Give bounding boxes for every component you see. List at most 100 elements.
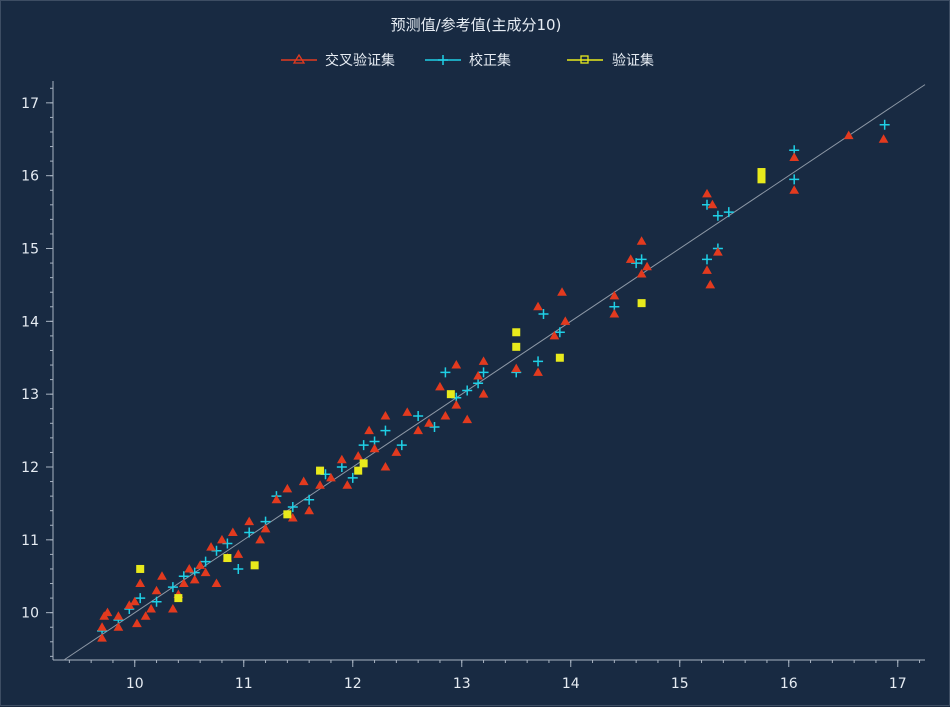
y-tick-label: 14 [21,314,39,330]
square-marker-icon [580,55,589,64]
square-point [354,466,363,475]
triangle-point [705,279,716,289]
triangle-point [342,480,353,489]
x-tick-label: 15 [671,676,689,692]
triangle-point [200,567,211,577]
legend-item-cv[interactable]: 交叉验证集 [281,52,395,69]
triangle-point [369,443,380,453]
plus-point [478,367,489,378]
triangle-point [707,199,718,209]
triangle-point [129,596,140,606]
triangle-point [435,381,445,391]
y-tick-label: 11 [21,533,39,549]
plus-point [712,210,723,221]
triangle-point [533,301,543,311]
plus-point [167,582,178,593]
triangle-point [609,290,620,300]
plus-point [723,207,734,218]
plot-area [63,84,926,661]
triangle-point [462,414,473,424]
plus-point [151,596,162,607]
plus-point [636,254,647,265]
triangle-marker-icon [292,53,306,64]
square-point [316,466,325,475]
plus-point [879,119,890,130]
square-point [512,342,521,351]
square-point [223,554,232,563]
triangle-point [402,407,413,416]
plus-point [304,494,315,505]
plus-point [347,472,358,483]
x-tick-label: 17 [889,676,907,692]
triangle-point [625,254,636,263]
plus-point [473,378,484,389]
triangle-point [304,505,315,515]
triangle-point [282,483,293,493]
axes: 10 11 12 13 14 15 16 17 10 11 12 13 14 15 16 17 [21,81,925,692]
plus-point [200,556,211,567]
triangle-point [364,425,374,435]
triangle-point [878,134,889,143]
plus-point [462,385,473,396]
triangle-point [140,611,151,620]
triangle-point [135,578,146,588]
triangle-point [609,309,620,318]
triangle-point [380,461,391,471]
x-tick-label: 14 [562,676,580,692]
triangle-point [413,425,424,435]
x-tick-label: 10 [126,676,144,692]
triangle-point [702,188,712,198]
plus-point [380,425,391,436]
square-point [250,561,259,570]
triangle-point [195,560,206,569]
square-point [446,390,455,399]
triangle-point [157,571,167,580]
square-point [637,299,646,308]
triangle-point [217,534,227,544]
triangle-point [440,411,451,420]
triangle-point [326,472,336,482]
triangle-point [843,130,854,140]
plus-point [789,174,800,185]
square-point [359,459,368,468]
triangle-point [636,236,647,245]
square-point [174,594,183,603]
plus-point [211,545,222,556]
y-tick-label: 13 [21,387,39,403]
triangle-point [211,578,222,588]
triangle-point [255,534,265,544]
square-point [283,510,292,519]
triangle-point [298,476,309,486]
triangle-point [271,494,282,504]
legend-item-validation[interactable]: 验证集 [567,52,654,69]
y-tick-label: 15 [21,242,39,258]
triangle-point [184,563,195,573]
square-point [555,353,564,362]
plus-point [440,367,451,378]
y-tick-label: 10 [21,606,39,622]
triangle-point [244,516,255,526]
triangle-point [424,418,434,427]
chart-title: 预测值/参考值(主成分10) [391,16,562,34]
legend-item-calibration[interactable]: 校正集 [425,52,511,69]
plus-point [413,411,424,422]
triangle-point [102,607,113,617]
plus-point [538,309,549,320]
triangle-point [560,316,571,325]
triangle-point [789,185,800,194]
reference-line [63,84,926,661]
triangle-point [227,527,238,537]
plus-marker-icon [438,55,448,65]
x-tick-label: 12 [344,676,362,692]
triangle-point [473,370,483,380]
triangle-point [636,268,647,278]
triangle-point [315,480,325,489]
series-calibration [97,119,890,636]
x-tick-label: 16 [780,676,798,692]
plus-point [287,502,298,513]
plus-point [396,440,407,451]
legend-label-calibration: 校正集 [469,52,511,69]
triangle-point [451,360,462,369]
y-tick-label: 17 [21,96,39,112]
plus-point [233,563,244,574]
